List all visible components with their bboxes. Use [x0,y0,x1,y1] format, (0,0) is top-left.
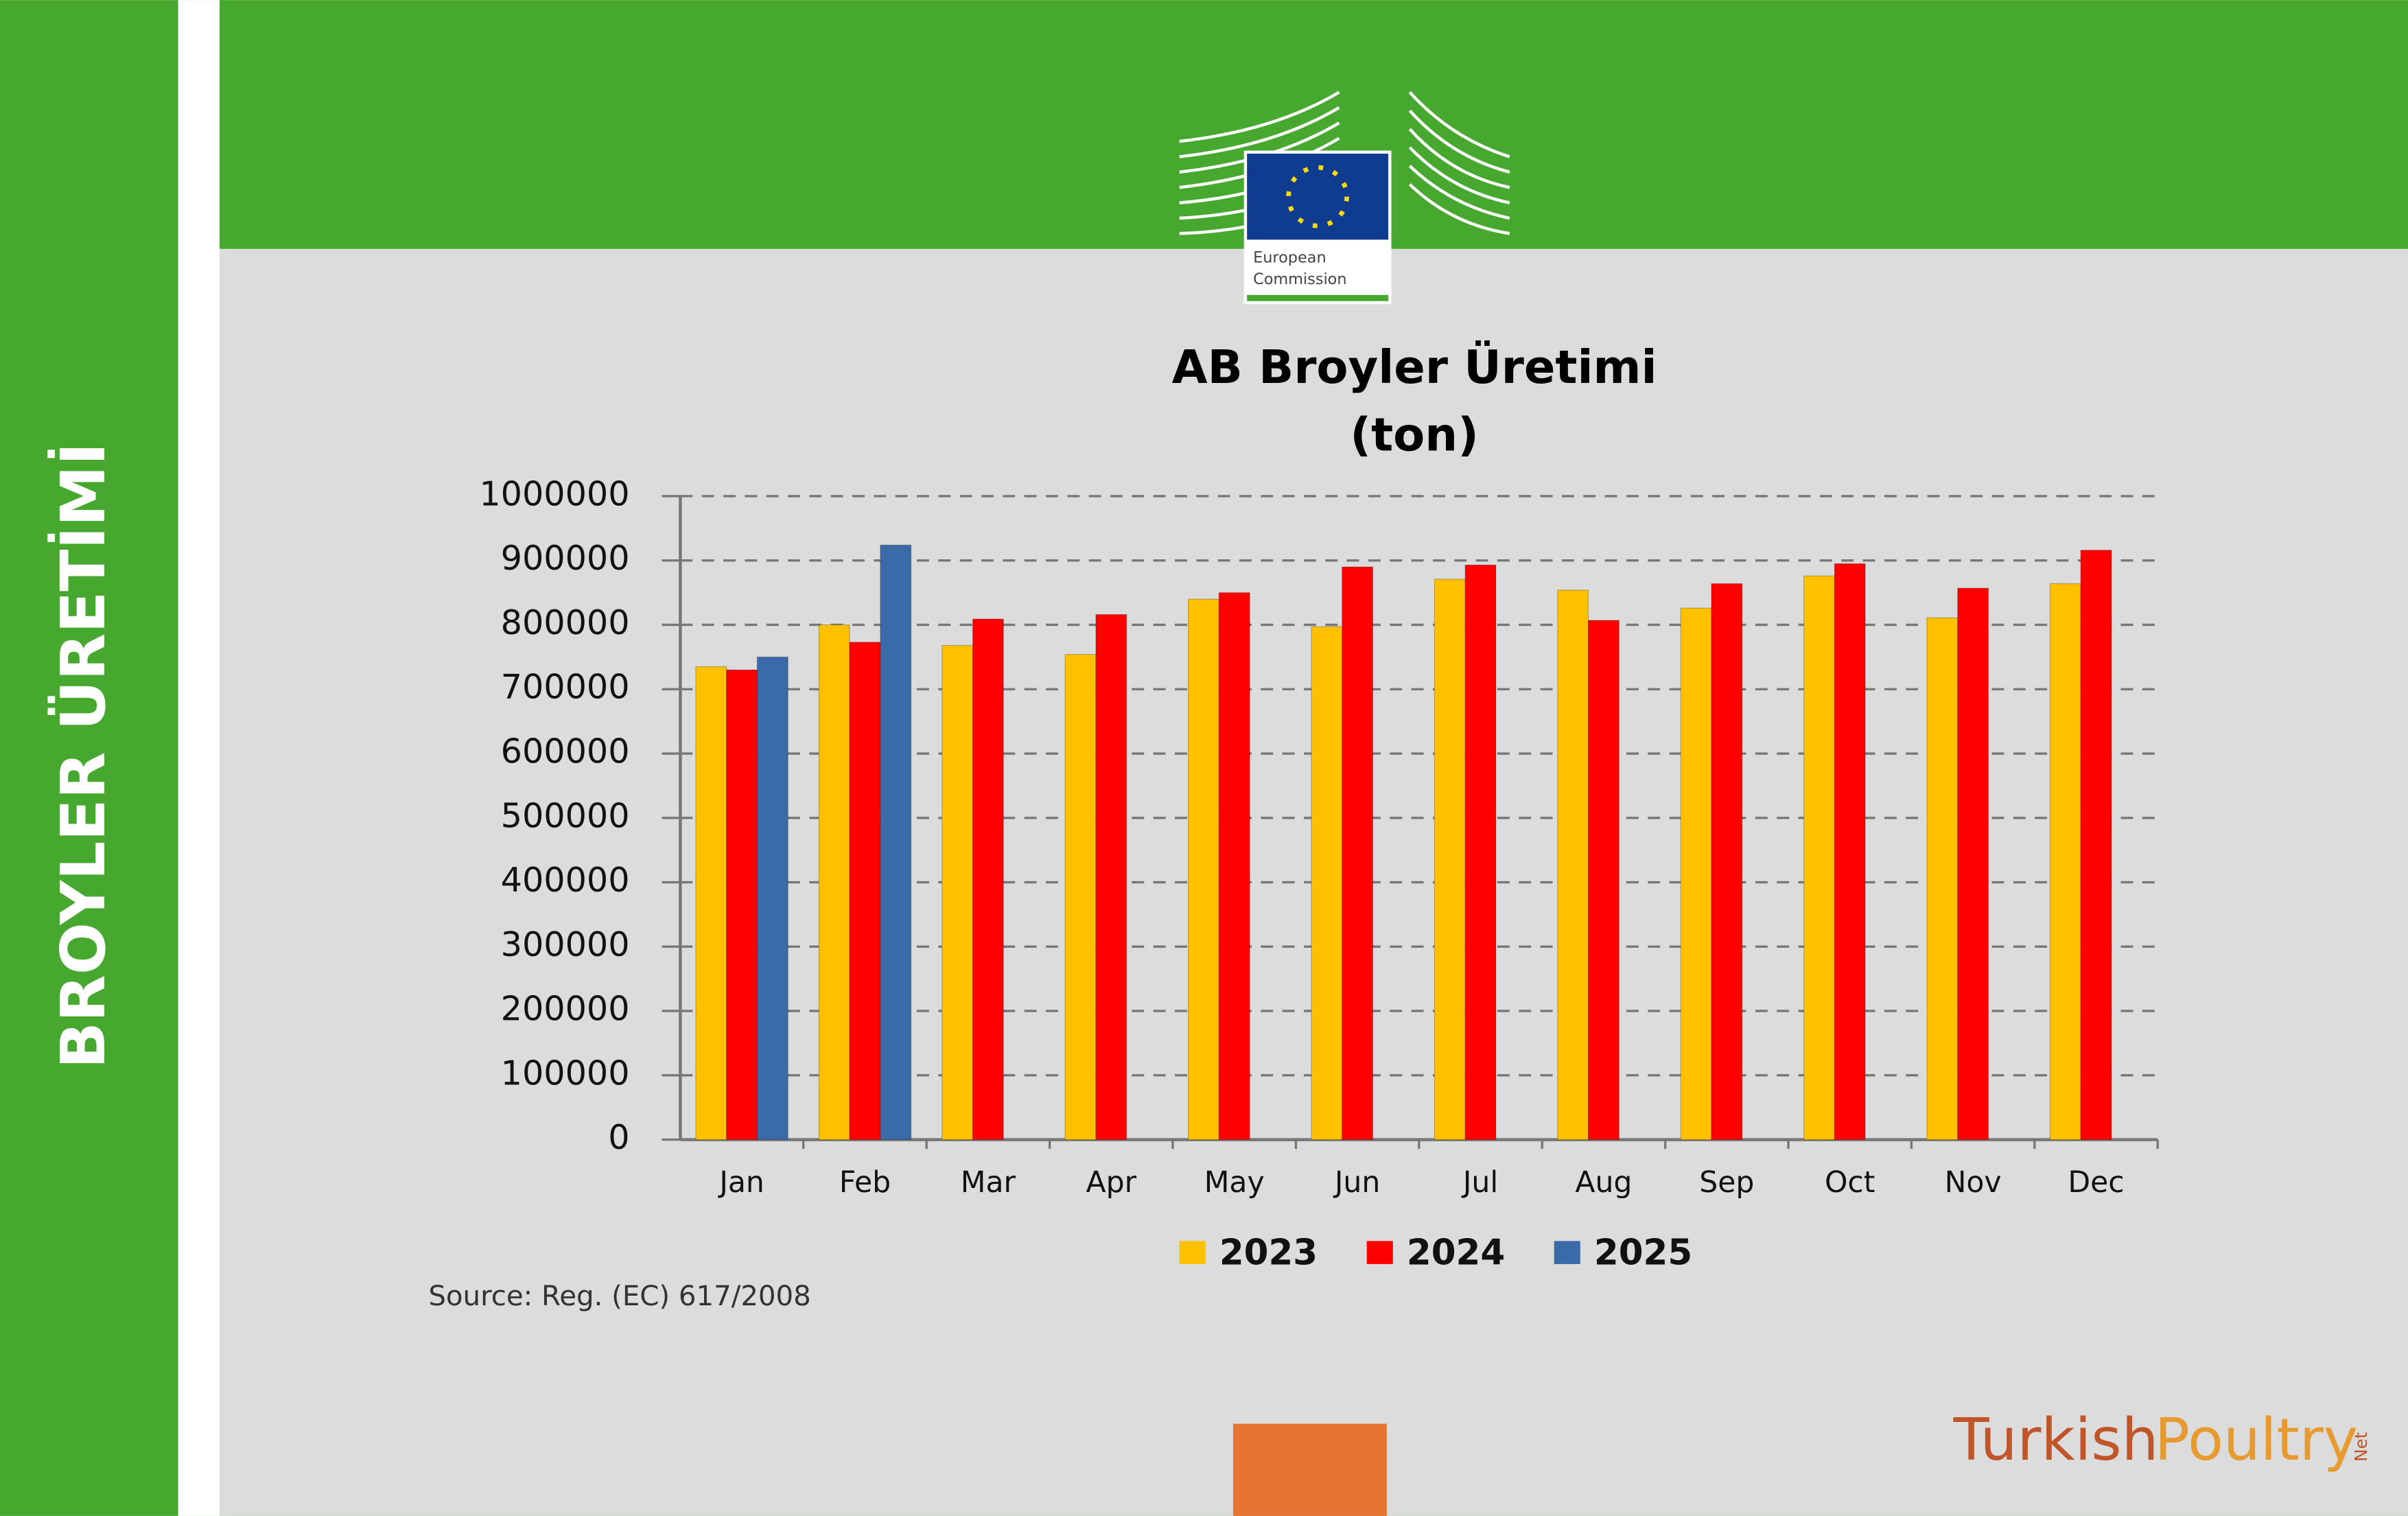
y-tick-label: 0 [608,1117,629,1157]
bar [818,624,850,1141]
bar [1957,587,1989,1141]
x-tick-label: Oct [1825,1166,1875,1200]
y-tick-label: 300000 [501,924,630,964]
bar [756,656,788,1141]
bar [1095,614,1127,1141]
bar [695,666,727,1141]
bar [1680,607,1712,1141]
bar [1434,579,1466,1141]
brand-text: Net [2351,1432,2371,1462]
x-tick-label: Aug [1575,1166,1632,1200]
chart-subtitle: (ton) [1350,408,1478,461]
y-tick-label: 100000 [501,1053,630,1093]
x-tick-label: Feb [839,1166,891,1200]
y-tick-label: 200000 [501,989,630,1029]
white-strip [178,0,220,1516]
x-tick-label: Jun [1333,1166,1380,1200]
brand-text: Turkish [1953,1406,2159,1474]
y-tick-label: 400000 [501,860,630,900]
bar [1311,626,1343,1141]
bar [2049,583,2081,1141]
bar [849,642,881,1141]
source-note: Source: Reg. (EC) 617/2008 [428,1281,810,1312]
y-tick-label: 600000 [501,732,630,771]
logo-text: European [1253,249,1326,267]
bar [1926,617,1959,1141]
bar [1342,566,1374,1141]
bar [1803,575,1835,1141]
x-tick-label: Mar [961,1166,1016,1200]
bar [1218,592,1250,1141]
legend-label: 2024 [1407,1232,1505,1273]
eu-logo: European Commission [1179,91,1510,305]
bar [972,618,1004,1141]
bar [1064,654,1097,1141]
chart-title: AB Broyler Üretimi [1172,340,1657,394]
brand-text: Poultry [2155,1406,2358,1474]
x-tick-label: Nov [1945,1166,2002,1200]
orange-block [1233,1423,1387,1516]
y-tick-label: 700000 [501,667,630,707]
x-tick-label: Sep [1699,1166,1754,1200]
bar [880,544,912,1141]
bar [1464,564,1497,1141]
legend-swatch [1179,1241,1206,1264]
bar [1834,563,1866,1141]
x-tick-label: Jan [717,1166,764,1200]
legend-label: 2025 [1594,1232,1692,1273]
x-tick-label: Dec [2068,1166,2124,1200]
bar [1587,620,1620,1141]
y-tick-label: 900000 [501,538,630,578]
y-tick-label: 1000000 [479,474,629,513]
logo-text: Commission [1253,270,1346,288]
sidebar-title: BROYLER ÜRETİMİ [47,443,119,1069]
y-tick-label: 500000 [501,795,630,835]
bar [1188,598,1219,1141]
legend-label: 2023 [1219,1232,1318,1273]
x-tick-label: Apr [1086,1166,1137,1200]
x-tick-label: Jul [1461,1166,1498,1200]
bar [942,644,974,1141]
legend-swatch [1554,1241,1580,1264]
bar [726,669,758,1141]
x-tick-label: May [1204,1166,1265,1200]
bar [2080,550,2112,1141]
bar [1557,590,1589,1141]
y-tick-label: 800000 [501,603,630,642]
bar [1711,583,1743,1141]
legend-swatch [1366,1241,1393,1264]
